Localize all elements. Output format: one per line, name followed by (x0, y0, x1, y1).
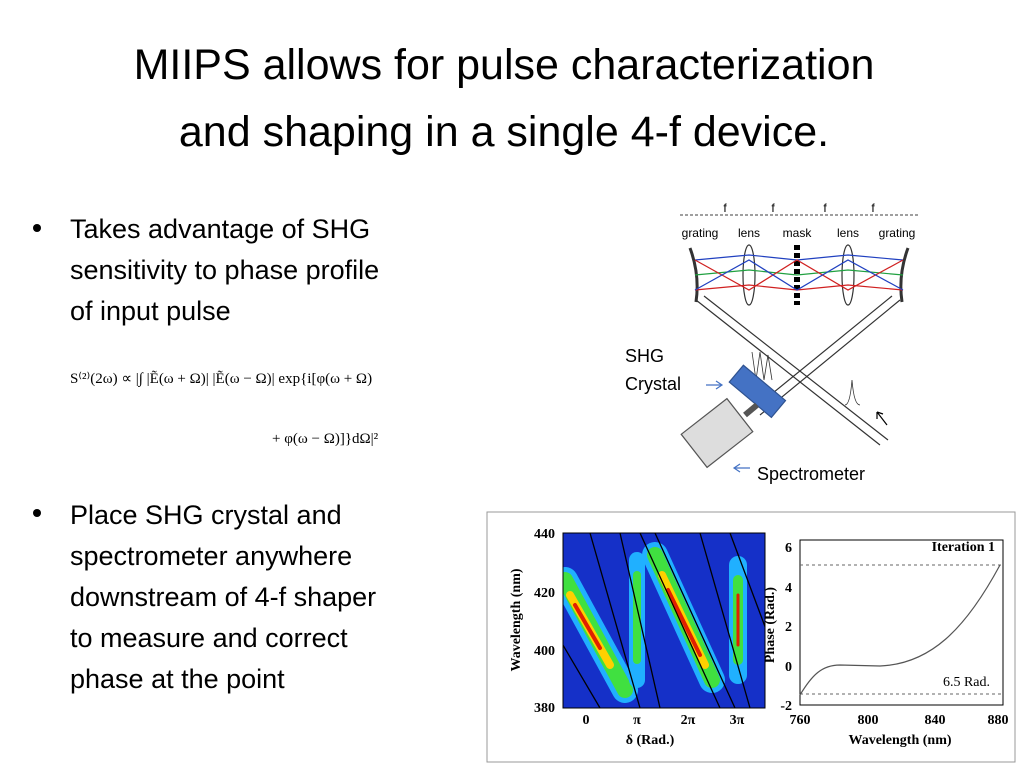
x-tick-label: 2π (681, 713, 696, 728)
bullet-line: sensitivity to phase profile (70, 255, 379, 285)
focal-label: f (871, 201, 875, 215)
component-label: lens (837, 226, 859, 240)
plot-frame (799, 539, 1004, 706)
bullet-line: Takes advantage of SHG (70, 214, 370, 244)
component-label: grating (682, 226, 719, 240)
plot-frame (562, 532, 766, 709)
lens (742, 244, 756, 306)
spectrometer-label: Spectrometer (757, 464, 865, 484)
focal-label: f (723, 201, 727, 215)
legend: Iteration 1 (932, 540, 995, 555)
y-tick-label: 440 (534, 527, 555, 542)
right-axes: 6 4 2 0 -2 760 800 840 880 Wavelength (n… (763, 540, 1009, 748)
phase-curve (799, 564, 1001, 696)
beam (694, 259, 904, 291)
y-tick-label: -2 (780, 699, 792, 714)
y-tick-label: 400 (534, 644, 555, 659)
focal-label: f (823, 201, 827, 215)
component-label: mask (783, 226, 813, 240)
heatmap-contour (563, 533, 765, 708)
x-tick-label: 880 (988, 713, 1009, 728)
crystal-label: Crystal (625, 374, 681, 394)
beam (695, 295, 889, 446)
bullet-dot (33, 224, 41, 232)
y-axis-label: Wavelength (nm) (509, 568, 524, 671)
heatmap-band (573, 603, 602, 650)
x-tick-label: π (633, 713, 641, 728)
crystal-label: SHG (625, 346, 664, 366)
y-tick-label: 4 (785, 581, 792, 596)
bullet-line: phase at the point (70, 664, 285, 694)
beam (751, 295, 901, 416)
beam (694, 269, 904, 276)
arrow (732, 463, 750, 473)
spectrometer-slit (743, 402, 759, 418)
y-tick-label: 420 (534, 586, 555, 601)
x-tick-label: 760 (790, 713, 811, 728)
arrow (706, 380, 724, 390)
bullet-line: to measure and correct (70, 623, 348, 653)
y-axis-label: Phase (Rad.) (763, 587, 778, 664)
lens (841, 244, 855, 306)
x-tick-label: 0 (583, 713, 590, 728)
bullet-line: spectrometer anywhere (70, 541, 352, 571)
bullet-line: downstream of 4-f shaper (70, 582, 376, 612)
annotation: 6.5 Rad. (943, 675, 990, 690)
bullet-line: Place SHG crystal and (70, 500, 342, 530)
y-tick-label: 2 (785, 620, 792, 635)
heatmap-band (666, 588, 702, 657)
y-tick-label: 380 (534, 701, 555, 716)
bullet-dot (33, 509, 41, 517)
focal-label: f (771, 201, 775, 215)
crystal (728, 364, 787, 419)
x-axis-label: δ (Rad.) (626, 733, 675, 748)
shaper-diagram: f f f f grating lens mask lens grating (680, 201, 920, 473)
x-axis-label: Wavelength (nm) (848, 733, 951, 748)
x-tick-label: 840 (925, 713, 946, 728)
x-tick-label: 800 (858, 713, 879, 728)
heatmap (563, 533, 765, 708)
pulse (844, 379, 861, 406)
equation-line: + φ(ω − Ω)]}dΩ|² (272, 431, 379, 447)
x-tick-label: 3π (730, 713, 745, 728)
left-axes: 440 420 400 380 0 π 2π 3π δ (Rad.) Wavel… (509, 527, 745, 748)
y-tick-label: 6 (785, 541, 792, 556)
component-label: lens (738, 226, 760, 240)
arrow (876, 411, 888, 426)
title-line: MIIPS allows for pulse characterization (134, 41, 875, 89)
spectrometer (680, 397, 754, 469)
y-tick-label: 0 (785, 660, 792, 675)
title-line: and shaping in a single 4-f device. (179, 108, 829, 156)
component-label: grating (879, 226, 916, 240)
bullet-line: of input pulse (70, 296, 231, 326)
equation-line: S⁽²⁾(2ω) ∝ |∫ |Ẽ(ω + Ω)| |Ẽ(ω − Ω)| exp{… (70, 371, 372, 387)
beam (694, 259, 904, 291)
